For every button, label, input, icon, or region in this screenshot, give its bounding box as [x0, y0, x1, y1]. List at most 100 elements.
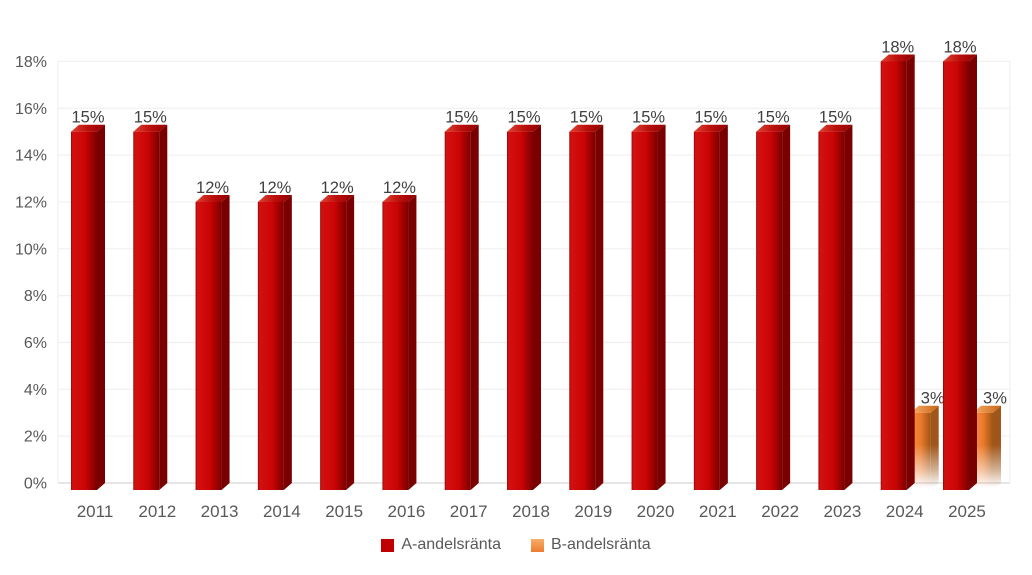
- x-tick-label: 2015: [325, 502, 363, 521]
- bar-a: [880, 54, 915, 490]
- bar-a-label: 15%: [507, 109, 540, 127]
- bar-a-label: 15%: [757, 109, 790, 127]
- legend-item-a: A-andelsränta: [381, 537, 501, 553]
- y-tick-label: 2%: [24, 429, 47, 446]
- legend-label-a: A-andelsränta: [401, 536, 501, 553]
- bar-side-face: [906, 54, 915, 490]
- bar-top-face: [569, 124, 604, 132]
- bar-a: [818, 124, 853, 490]
- bar-top-face: [756, 124, 791, 132]
- x-tick-label: 2018: [512, 502, 550, 521]
- x-tick-label: 2023: [824, 502, 862, 521]
- bar-side-face: [968, 54, 977, 490]
- x-tick-label: 2025: [948, 502, 986, 521]
- bar-front-face: [257, 201, 284, 490]
- bar-front-face: [195, 201, 222, 490]
- bar-side-face: [719, 124, 728, 490]
- bar-a: [693, 124, 728, 490]
- bar-a-label: 15%: [134, 109, 167, 127]
- bar-side-face: [408, 194, 417, 490]
- bar-a: [569, 124, 604, 490]
- bar-front-face: [631, 131, 658, 490]
- bar-top-face: [257, 194, 292, 202]
- bar-side-face: [470, 124, 479, 490]
- x-tick-label: 2012: [138, 502, 176, 521]
- bar-side-face: [657, 124, 666, 490]
- bar-top-face: [71, 124, 105, 132]
- bar-a-label: 15%: [632, 109, 665, 127]
- y-tick-label: 8%: [24, 288, 47, 305]
- y-tick-label: 14%: [15, 148, 47, 165]
- bar-top-face: [910, 405, 939, 413]
- y-tick-label: 4%: [24, 382, 47, 399]
- bar-front-face: [320, 201, 347, 490]
- bar-side-face: [844, 124, 853, 490]
- bar-top-face: [506, 124, 541, 132]
- bar-b-label: 3%: [921, 390, 945, 408]
- bar-side-face: [595, 124, 604, 490]
- legend-label-b: B-andelsränta: [551, 536, 651, 553]
- bar-top-face: [444, 124, 479, 132]
- bar-a-label: 12%: [196, 179, 229, 197]
- bar-a: [631, 124, 666, 490]
- bar-a: [320, 194, 355, 490]
- bar-top-face: [382, 194, 417, 202]
- bar-front-face: [942, 61, 969, 490]
- bar-side-face: [782, 124, 791, 490]
- bar-front-face: [444, 131, 471, 490]
- bar-side-face: [159, 124, 168, 490]
- legend-item-b: B-andelsränta: [531, 537, 651, 553]
- bar-a-label: 15%: [570, 109, 603, 127]
- bar-a-label: 15%: [694, 109, 727, 127]
- bar-a: [942, 54, 977, 490]
- x-tick-label: 2016: [388, 502, 426, 521]
- bar-side-face: [97, 124, 105, 490]
- bar-a: [195, 194, 230, 490]
- x-tick-label: 2014: [263, 502, 301, 521]
- bar-top-face: [195, 194, 230, 202]
- bar-top-face: [631, 124, 666, 132]
- y-tick-label: 6%: [24, 335, 47, 352]
- bar-side-face: [346, 194, 355, 490]
- bar-a-label: 15%: [819, 109, 852, 127]
- bar-top-face: [942, 54, 977, 62]
- legend-swatch-b-icon: [531, 538, 544, 552]
- y-tick-label: 16%: [15, 101, 47, 118]
- bar-b: [972, 405, 1001, 490]
- bar-a: [444, 124, 479, 490]
- x-tick-label: 2017: [450, 502, 488, 521]
- bar-top-face: [693, 124, 728, 132]
- bar-front-face: [910, 412, 931, 490]
- bar-front-face: [693, 131, 720, 490]
- bar-front-face: [133, 131, 160, 490]
- bar-top-face: [880, 54, 915, 62]
- bar-front-face: [818, 131, 845, 490]
- bar-a-label: 12%: [383, 179, 416, 197]
- bar-a: [133, 124, 168, 490]
- bar-top-face: [818, 124, 853, 132]
- bar-a-label: 15%: [71, 109, 104, 127]
- bar-front-face: [382, 201, 409, 490]
- bar-a-label: 15%: [445, 109, 478, 127]
- x-tick-label: 2011: [77, 502, 114, 521]
- y-tick-label: 10%: [15, 241, 47, 258]
- bar-a: [71, 124, 105, 490]
- bar-a: [756, 124, 791, 490]
- legend: A-andelsränta B-andelsränta: [0, 537, 1032, 553]
- y-tick-label: 18%: [15, 54, 47, 71]
- x-tick-label: 2021: [699, 502, 737, 521]
- bar-top-face: [320, 194, 355, 202]
- x-tick-label: 2019: [574, 502, 612, 521]
- bar-a: [382, 194, 417, 490]
- bar-a: [257, 194, 292, 490]
- x-tick-label: 2024: [886, 502, 924, 521]
- bar-b-label: 3%: [983, 390, 1007, 408]
- bar-front-face: [880, 61, 907, 490]
- bar-front-face: [71, 131, 97, 490]
- y-tick-label: 12%: [15, 194, 47, 211]
- bar-a-label: 18%: [881, 38, 914, 56]
- bar-side-face: [930, 405, 939, 490]
- bar-top-face: [133, 124, 168, 132]
- bar-front-face: [506, 131, 533, 490]
